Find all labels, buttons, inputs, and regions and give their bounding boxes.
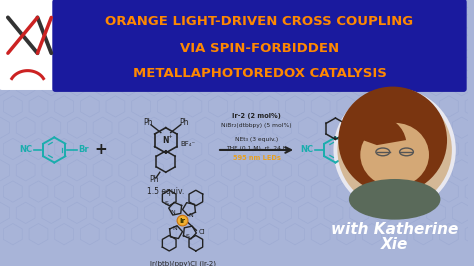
Text: N: N — [188, 213, 193, 218]
Text: NiBr₂(dtbbpy) (5 mol%): NiBr₂(dtbbpy) (5 mol%) — [221, 123, 292, 128]
Circle shape — [177, 215, 188, 226]
Text: S: S — [165, 201, 169, 206]
Text: Ir(btb)(ppy)Cl (Ir-2): Ir(btb)(ppy)Cl (Ir-2) — [149, 261, 216, 266]
Ellipse shape — [338, 87, 447, 194]
Text: N: N — [170, 210, 175, 215]
Text: 97%: 97% — [355, 121, 378, 131]
Text: BF₄⁻: BF₄⁻ — [181, 141, 196, 147]
Text: Ph: Ph — [179, 118, 188, 127]
Text: NC: NC — [301, 146, 314, 155]
Text: Ir: Ir — [180, 218, 185, 224]
Text: Ph: Ph — [143, 118, 153, 127]
Text: Cl: Cl — [198, 229, 205, 235]
Text: Xie: Xie — [381, 237, 408, 252]
Text: NEt₃ (3 equiv.): NEt₃ (3 equiv.) — [235, 137, 278, 142]
Text: METALLAPHOTOREDOX CATALYSIS: METALLAPHOTOREDOX CATALYSIS — [133, 67, 386, 80]
Ellipse shape — [360, 123, 429, 187]
Wedge shape — [349, 116, 406, 145]
Text: N: N — [163, 136, 169, 145]
FancyBboxPatch shape — [52, 0, 467, 92]
Text: NC: NC — [19, 146, 33, 155]
Text: VIA SPIN-FORBIDDEN: VIA SPIN-FORBIDDEN — [180, 42, 339, 55]
Text: with Katherine: with Katherine — [331, 222, 458, 237]
Text: +: + — [167, 134, 172, 139]
Text: THF (0.1 M), rt, 24 h: THF (0.1 M), rt, 24 h — [226, 146, 287, 151]
Ellipse shape — [337, 92, 452, 208]
Text: ORANGE LIGHT-DRIVEN CROSS COUPLING: ORANGE LIGHT-DRIVEN CROSS COUPLING — [105, 15, 413, 28]
Text: +: + — [94, 143, 107, 157]
Text: 1.5 equiv.: 1.5 equiv. — [147, 187, 184, 196]
Text: N: N — [172, 226, 177, 231]
Text: S: S — [185, 234, 190, 239]
Text: 595 nm LEDs: 595 nm LEDs — [233, 155, 281, 161]
Text: Ir-2 (2 mol%): Ir-2 (2 mol%) — [232, 113, 281, 119]
FancyBboxPatch shape — [0, 0, 56, 90]
Ellipse shape — [349, 179, 440, 220]
Ellipse shape — [334, 88, 456, 212]
Text: Br: Br — [78, 146, 89, 155]
Text: Ph: Ph — [149, 176, 159, 184]
